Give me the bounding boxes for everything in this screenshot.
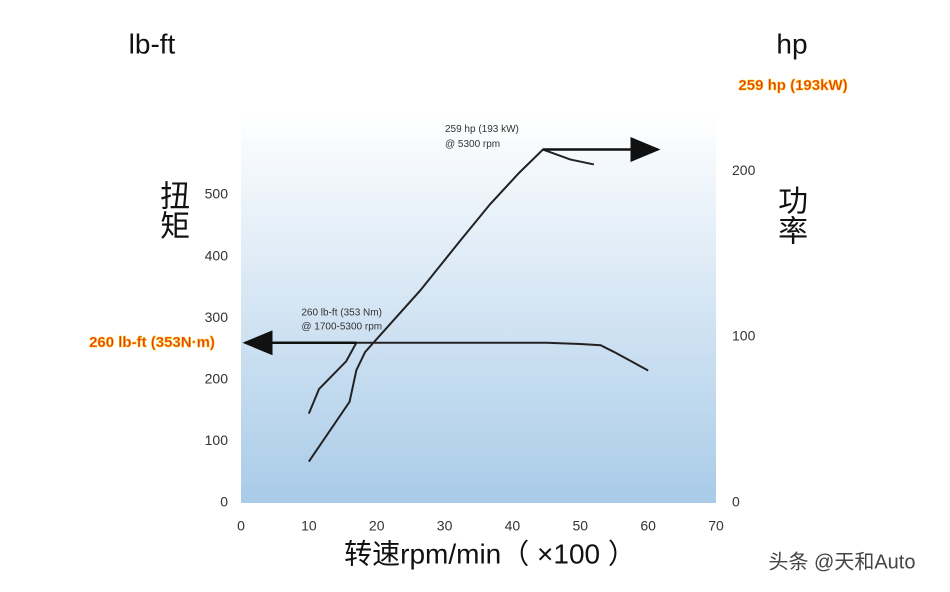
y2-tick-label: 0 [732,494,740,510]
y-tick-label: 300 [205,309,229,325]
y-tick-label: 500 [205,186,229,202]
power-note: 259 hp (193 kW) [445,124,519,135]
y-tick-label: 200 [205,370,229,386]
torque-note: 260 lb-ft (353 Nm) [301,307,382,318]
x-tick-label: 40 [505,518,521,534]
power-note: @ 5300 rpm [445,139,500,150]
plot-area [241,113,716,503]
x-tick-label: 50 [572,518,588,534]
torque-callout: 260 lb-ft (353N·m) [89,334,215,351]
power-callout: 259 hp (193kW) [738,77,847,94]
y-tick-label: 400 [205,247,229,263]
y-axis-unit: lb-ft [129,28,176,59]
power-line [308,148,595,463]
y2-tick-label: 100 [732,328,756,344]
y2-axis-unit: hp [776,28,807,59]
torque-note: @ 1700-5300 rpm [301,321,382,332]
y2-axis-title: 功率 [773,185,807,245]
x-tick-label: 60 [640,518,656,534]
x-tick-label: 20 [369,518,385,534]
y-tick-label: 100 [205,432,229,448]
x-axis-title: 转速rpm/min（ ×100 ） [344,538,636,569]
x-tick-label: 0 [237,518,245,534]
watermark: 头条 @天和Auto [768,550,915,573]
y2-tick-label: 200 [732,162,756,178]
y-tick-label: 0 [220,494,228,510]
x-tick-label: 70 [708,518,724,534]
y-axis-title: 扭矩 [155,180,189,240]
x-tick-label: 30 [437,518,453,534]
x-tick-label: 10 [301,518,317,534]
torque-line [307,341,649,415]
